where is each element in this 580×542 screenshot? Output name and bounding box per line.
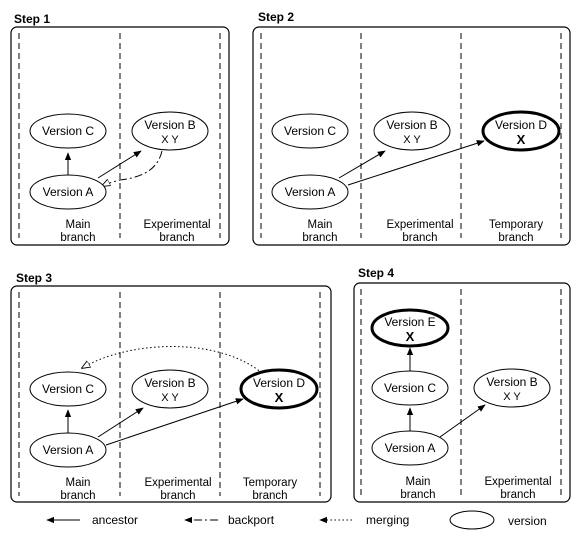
- lane-label-main: Main: [66, 477, 91, 489]
- version-label: Version C: [284, 124, 336, 138]
- lane-label-main: Main: [406, 476, 431, 488]
- step-2-title: Step 2: [258, 10, 294, 24]
- lane-label-experimental: branch: [402, 232, 437, 244]
- step-3-title: Step 3: [16, 271, 52, 285]
- version-e-node: Version E X: [370, 308, 450, 348]
- version-d-node: Version D X: [239, 368, 319, 410]
- lane-label-experimental: Experimental: [484, 476, 551, 488]
- ancestor-edge-a-to-b: [338, 150, 386, 179]
- version-c-node: Version C: [371, 370, 449, 406]
- version-changes: X Y: [161, 392, 179, 404]
- version-a-node: Version A: [371, 430, 449, 466]
- legend-backport-label: backport: [228, 513, 275, 527]
- lane-label-temporary: Temporary: [243, 477, 298, 489]
- ancestor-edge-a-to-b: [97, 407, 144, 438]
- version-label: Version A: [385, 441, 436, 455]
- version-label: Version D: [253, 376, 305, 390]
- ancestor-edge-a-to-d: [105, 398, 244, 446]
- legend-ancestor: ancestor: [46, 513, 138, 527]
- legend: ancestor backport merging version: [46, 510, 547, 530]
- lane-label-temporary: branch: [252, 490, 287, 502]
- lane-label-experimental: branch: [500, 489, 535, 501]
- lane-label-experimental: Experimental: [143, 219, 210, 231]
- version-changes: X Y: [161, 134, 179, 146]
- version-label: Version A: [43, 185, 94, 199]
- lane-label-main: Main: [66, 219, 91, 231]
- legend-merging-label: merging: [366, 513, 409, 527]
- version-changes: X: [275, 390, 284, 405]
- version-c-node: Version C: [29, 113, 107, 149]
- legend-version: version: [449, 510, 547, 530]
- step-1-frame: [10, 26, 230, 246]
- version-label: Version D: [495, 118, 547, 132]
- ancestor-edge-a-to-b: [97, 150, 142, 179]
- version-label: Version B: [486, 375, 537, 389]
- step-4-title: Step 4: [358, 266, 394, 280]
- lane-label-main: Main: [308, 219, 333, 231]
- lane-label-experimental: Experimental: [386, 219, 453, 231]
- version-changes: X Y: [403, 134, 421, 146]
- lane-label-experimental: branch: [159, 232, 194, 244]
- step-1-panel: Step 1 Version C Version B X Y Version A…: [10, 12, 230, 246]
- version-label: Version A: [285, 185, 336, 199]
- ancestor-edge-a-to-d: [347, 140, 485, 186]
- merging-edge-d-to-c: [82, 346, 263, 374]
- legend-version-label: version: [508, 514, 547, 528]
- lane-label-main: branch: [400, 489, 435, 501]
- legend-ancestor-label: ancestor: [92, 513, 138, 527]
- version-label: Version C: [42, 382, 94, 396]
- legend-version-shape: [449, 510, 495, 530]
- step-4-frame: [353, 282, 571, 503]
- lane-label-experimental: branch: [160, 490, 195, 502]
- version-label: Version C: [384, 381, 436, 395]
- lane-label-temporary: branch: [498, 232, 533, 244]
- version-changes: X: [517, 132, 526, 147]
- version-label: Version A: [43, 443, 94, 457]
- version-changes: X: [406, 329, 415, 344]
- version-d-node: Version D X: [481, 110, 561, 152]
- step-3-panel: Step 3 Version C Version B X Y Version D…: [10, 271, 332, 503]
- version-label: Version C: [42, 124, 94, 138]
- version-b-node: Version B X Y: [373, 111, 451, 151]
- version-b-node: Version B X Y: [131, 369, 209, 409]
- version-a-node: Version A: [271, 174, 349, 210]
- step-1-title: Step 1: [14, 12, 50, 26]
- ancestor-edge-a-to-b: [439, 404, 486, 438]
- lane-label-experimental: Experimental: [144, 477, 211, 489]
- version-a-node: Version A: [29, 432, 107, 468]
- step-2-frame: [252, 26, 571, 246]
- lane-label-main: branch: [302, 232, 337, 244]
- step-3-frame: [10, 285, 332, 503]
- version-label: Version B: [386, 118, 437, 132]
- version-a-node: Version A: [29, 174, 107, 210]
- lane-label-main: branch: [60, 490, 95, 502]
- legend-backport: backport: [184, 513, 275, 527]
- step-4-panel: Step 4 Version E X Version C Version B X…: [353, 266, 571, 503]
- version-b-node: Version B X Y: [473, 368, 551, 408]
- version-c-node: Version C: [29, 371, 107, 407]
- backport-edge-b-to-a: [102, 150, 163, 186]
- version-c-node: Version C: [271, 113, 349, 149]
- version-label: Version B: [144, 376, 195, 390]
- version-label: Version B: [144, 118, 195, 132]
- lane-label-temporary: Temporary: [489, 219, 544, 231]
- version-label: Version E: [384, 315, 435, 329]
- lane-label-main: branch: [60, 232, 95, 244]
- version-changes: X Y: [503, 391, 521, 403]
- legend-merging: merging: [319, 513, 409, 527]
- step-2-panel: Step 2 Version C Version B X Y Version D…: [252, 10, 571, 246]
- version-b-node: Version B X Y: [131, 111, 209, 151]
